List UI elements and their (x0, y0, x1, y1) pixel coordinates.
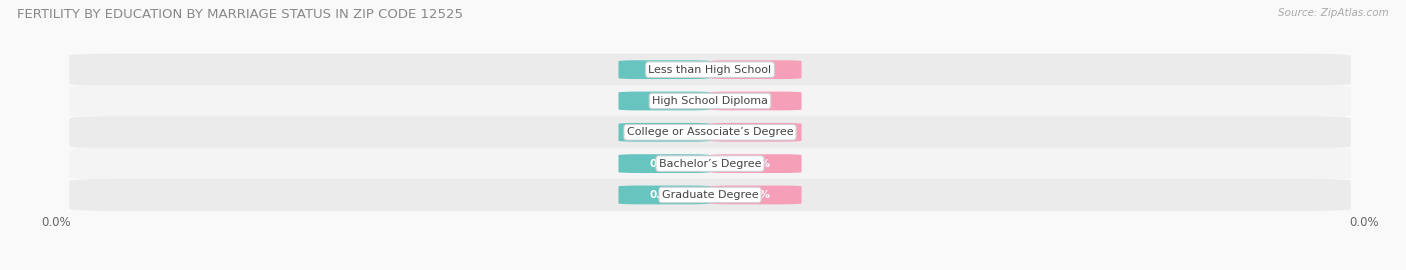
Text: Bachelor’s Degree: Bachelor’s Degree (659, 158, 761, 169)
Text: College or Associate’s Degree: College or Associate’s Degree (627, 127, 793, 137)
Text: High School Diploma: High School Diploma (652, 96, 768, 106)
FancyBboxPatch shape (69, 54, 1351, 86)
Text: 0.0%: 0.0% (741, 96, 770, 106)
FancyBboxPatch shape (710, 60, 801, 79)
Text: 0.0%: 0.0% (650, 96, 679, 106)
Legend: Married, Unmarried: Married, Unmarried (624, 268, 796, 270)
Text: FERTILITY BY EDUCATION BY MARRIAGE STATUS IN ZIP CODE 12525: FERTILITY BY EDUCATION BY MARRIAGE STATU… (17, 8, 463, 21)
FancyBboxPatch shape (710, 123, 801, 142)
FancyBboxPatch shape (619, 154, 710, 173)
FancyBboxPatch shape (619, 60, 710, 79)
FancyBboxPatch shape (710, 92, 801, 110)
Text: Graduate Degree: Graduate Degree (662, 190, 758, 200)
Text: 0.0%: 0.0% (741, 190, 770, 200)
FancyBboxPatch shape (69, 179, 1351, 211)
FancyBboxPatch shape (619, 185, 710, 204)
Text: 0.0%: 0.0% (741, 158, 770, 169)
FancyBboxPatch shape (69, 116, 1351, 148)
Text: 0.0%: 0.0% (650, 190, 679, 200)
Text: 0.0%: 0.0% (650, 65, 679, 75)
Text: 0.0%: 0.0% (650, 127, 679, 137)
Text: Less than High School: Less than High School (648, 65, 772, 75)
FancyBboxPatch shape (619, 92, 710, 110)
FancyBboxPatch shape (710, 154, 801, 173)
Text: Source: ZipAtlas.com: Source: ZipAtlas.com (1278, 8, 1389, 18)
FancyBboxPatch shape (69, 148, 1351, 180)
Text: 0.0%: 0.0% (741, 127, 770, 137)
Text: 0.0%: 0.0% (741, 65, 770, 75)
Text: 0.0%: 0.0% (650, 158, 679, 169)
FancyBboxPatch shape (710, 185, 801, 204)
FancyBboxPatch shape (619, 123, 710, 142)
FancyBboxPatch shape (69, 85, 1351, 117)
